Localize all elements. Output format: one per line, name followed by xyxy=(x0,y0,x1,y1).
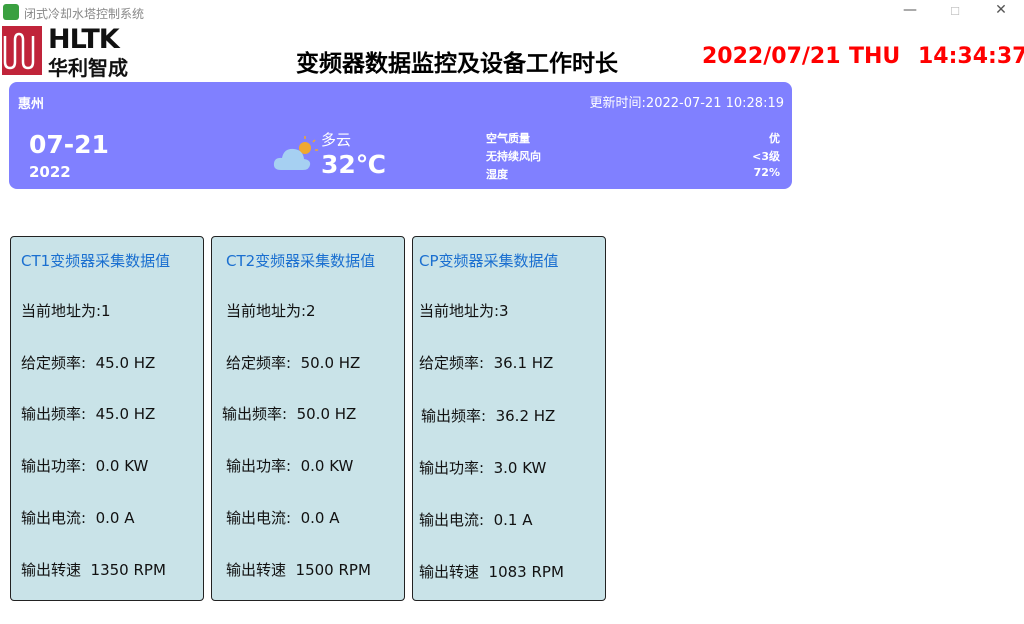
output-current: 输出电流: 0.0 A xyxy=(226,509,340,527)
output-frequency: 输出频率: 50.0 HZ xyxy=(222,405,357,423)
output-frequency: 输出频率: 36.2 HZ xyxy=(421,407,556,425)
weather-row-humidity: 湿度 72% xyxy=(486,166,780,182)
wind-value: <3级 xyxy=(752,150,780,163)
output-frequency: 输出频率: 45.0 HZ xyxy=(21,405,156,423)
page-title: 变频器数据监控及设备工作时长 xyxy=(296,51,618,77)
output-power: 输出功率: 0.0 KW xyxy=(226,457,354,475)
app-icon xyxy=(3,4,19,20)
logo-text-cn: 华利智成 xyxy=(48,56,128,80)
set-frequency: 给定频率: 50.0 HZ xyxy=(226,354,361,372)
card-title: CP变频器采集数据值 xyxy=(419,252,559,270)
set-frequency: 给定频率: 36.1 HZ xyxy=(419,354,554,372)
address: 当前地址为:3 xyxy=(419,302,509,320)
current-date: 2022/07/21 xyxy=(702,44,841,69)
weather-city: 惠州 xyxy=(18,97,45,112)
output-speed: 输出转速 1083 RPM xyxy=(419,563,564,581)
humidity-label: 湿度 xyxy=(486,168,508,181)
output-power: 输出功率: 3.0 KW xyxy=(419,459,547,477)
weather-panel: 惠州 更新时间:2022-07-21 10:28:19 07-21 2022 多… xyxy=(9,82,792,189)
current-time: 14:34:37 xyxy=(918,44,1024,69)
output-speed: 输出转速 1500 RPM xyxy=(226,561,371,579)
weather-condition: 多云 xyxy=(321,131,352,149)
minimize-button[interactable]: — xyxy=(903,2,917,18)
partly-cloudy-icon xyxy=(273,136,318,170)
weather-date: 07-21 xyxy=(29,130,109,159)
wind-label: 无持续风向 xyxy=(486,150,541,163)
logo-icon xyxy=(2,26,42,75)
weather-row-wind: 无持续风向 <3级 xyxy=(486,148,780,164)
logo-text: HLTK xyxy=(48,24,120,55)
address: 当前地址为:2 xyxy=(226,302,316,320)
title-bar: 闭式冷却水塔控制系统 — ☐ ✕ xyxy=(0,0,1024,24)
weather-row-air: 空气质量 优 xyxy=(486,130,780,146)
output-current: 输出电流: 0.1 A xyxy=(419,511,533,529)
ct1-card: CT1变频器采集数据值 当前地址为:1 给定频率: 45.0 HZ 输出频率: … xyxy=(10,236,204,601)
current-weekday: THU xyxy=(849,44,901,69)
output-current: 输出电流: 0.0 A xyxy=(21,509,135,527)
card-title: CT2变频器采集数据值 xyxy=(226,252,376,270)
maximize-button[interactable]: ☐ xyxy=(950,5,960,18)
address: 当前地址为:1 xyxy=(21,302,111,320)
weather-temperature: 32℃ xyxy=(321,150,387,179)
air-value: 优 xyxy=(769,132,780,145)
humidity-value: 72% xyxy=(753,166,780,179)
air-label: 空气质量 xyxy=(486,132,530,145)
window-title: 闭式冷却水塔控制系统 xyxy=(24,7,145,21)
weather-updated: 更新时间:2022-07-21 10:28:19 xyxy=(589,96,784,111)
card-title: CT1变频器采集数据值 xyxy=(21,252,171,270)
cp-card: CP变频器采集数据值 当前地址为:3 给定频率: 36.1 HZ 输出频率: 3… xyxy=(412,236,606,601)
ct2-card: CT2变频器采集数据值 当前地址为:2 给定频率: 50.0 HZ 输出频率: … xyxy=(211,236,405,601)
output-power: 输出功率: 0.0 KW xyxy=(21,457,149,475)
output-speed: 输出转速 1350 RPM xyxy=(21,561,166,579)
close-button[interactable]: ✕ xyxy=(995,2,1007,18)
weather-year: 2022 xyxy=(29,163,71,181)
set-frequency: 给定频率: 45.0 HZ xyxy=(21,354,156,372)
